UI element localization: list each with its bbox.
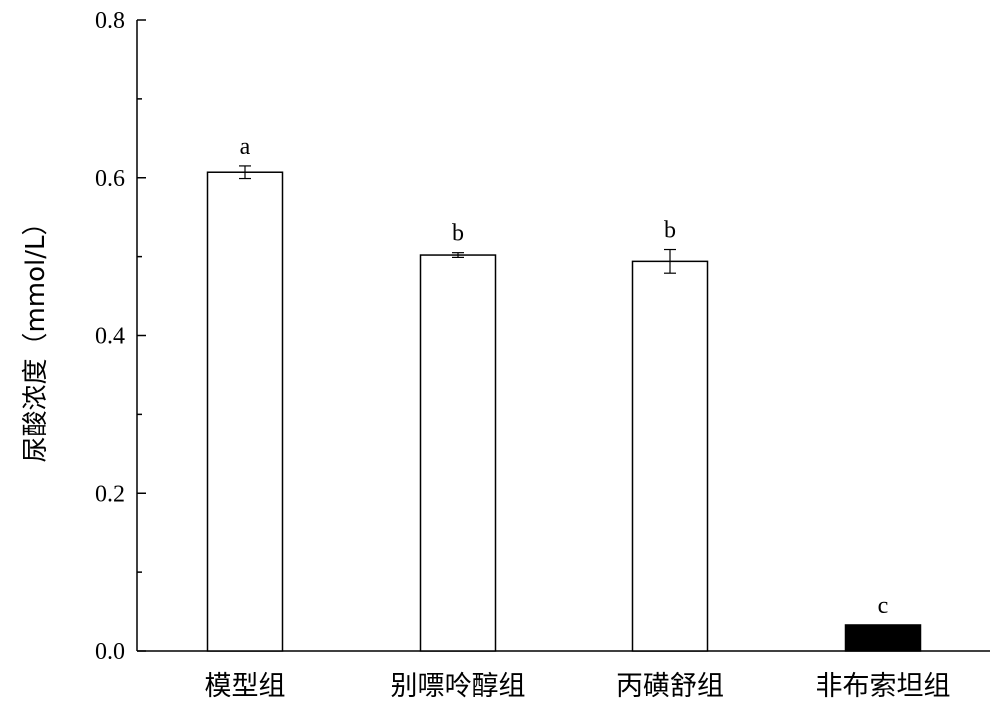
y-tick-label: 0.6 [95,166,125,192]
significance-label: b [664,218,676,244]
category-label: 丙磺舒组 [616,671,724,702]
y-tick-label: 0.8 [95,8,125,34]
bar [844,624,922,652]
category-label: 非布索坦组 [816,671,951,702]
significance-label: c [878,593,889,619]
bars [206,171,922,652]
error-bars [239,165,676,274]
category-label: 模型组 [205,671,286,702]
y-axis-title: 尿酸浓度（mmol/L） [21,209,51,462]
significance-labels: a b b c [240,134,889,619]
significance-label: a [240,134,251,160]
bar [419,254,497,652]
category-label: 别嘌呤醇组 [391,671,526,702]
y-tick-label: 0.4 [95,324,125,350]
category-labels: 模型组 别嘌呤醇组 丙磺舒组 非布索坦组 [205,671,951,702]
y-tick-label: 0.0 [95,639,125,665]
y-tick-label: 0.2 [95,481,125,507]
significance-label: b [452,221,464,247]
bar [206,171,284,652]
y-axis: 0.0 0.2 0.4 0.6 0.8 [95,8,146,665]
bar [631,260,709,652]
